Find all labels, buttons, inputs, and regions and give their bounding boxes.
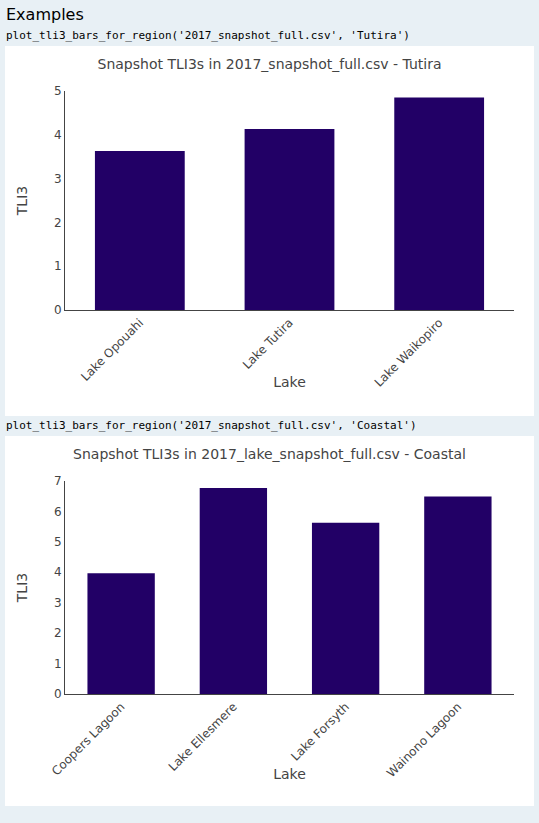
svg-text:7: 7: [54, 474, 62, 488]
html-text:plot_tli3_bars_for_region('201: plot_tli3_bars_for_region('2017_snapshot…: [6, 29, 410, 42]
html-text:plot_tli3_bars_for_region('201: plot_tli3_bars_for_region('2017_snapshot…: [6, 419, 417, 432]
svg-text:0: 0: [54, 303, 62, 317]
svg-text:3: 3: [54, 596, 62, 610]
svg-text:4: 4: [54, 565, 62, 579]
svg-text:Lake: Lake: [273, 766, 306, 782]
svg-text:Snapshot TLI3s in 2017_snapsho: Snapshot TLI3s in 2017_snapshot_full.csv…: [98, 56, 442, 72]
svg-text:6: 6: [54, 505, 62, 519]
svg-text:Lake: Lake: [273, 374, 306, 390]
svg-text:1: 1: [54, 259, 62, 273]
svg-text:Lake Ellesmere: Lake Ellesmere: [166, 700, 240, 774]
svg-text:4: 4: [54, 128, 62, 142]
html-text:Examples: Examples: [6, 5, 84, 24]
svg-text:Snapshot TLI3s in 2017_lake_sn: Snapshot TLI3s in 2017_lake_snapshot_ful…: [73, 446, 466, 462]
svg-text:Lake Opouahi: Lake Opouahi: [78, 316, 146, 384]
svg-text:Lake Tutira: Lake Tutira: [240, 316, 296, 372]
svg-text:5: 5: [54, 535, 62, 549]
svg-text:Coopers Lagoon: Coopers Lagoon: [49, 700, 127, 778]
svg-text:Lake Forsyth: Lake Forsyth: [288, 700, 352, 764]
svg-text:0: 0: [54, 687, 62, 701]
svg-text:TLI3: TLI3: [14, 573, 30, 603]
svg-text:Lake Waikopiro: Lake Waikopiro: [372, 316, 446, 390]
svg-text:1: 1: [54, 657, 62, 671]
svg-text:Wainono Lagoon: Wainono Lagoon: [384, 700, 464, 780]
svg-text:2: 2: [54, 216, 62, 230]
svg-text:5: 5: [54, 84, 62, 98]
svg-text:TLI3: TLI3: [14, 186, 30, 216]
svg-text:2: 2: [54, 626, 62, 640]
svg-text:3: 3: [54, 172, 62, 186]
